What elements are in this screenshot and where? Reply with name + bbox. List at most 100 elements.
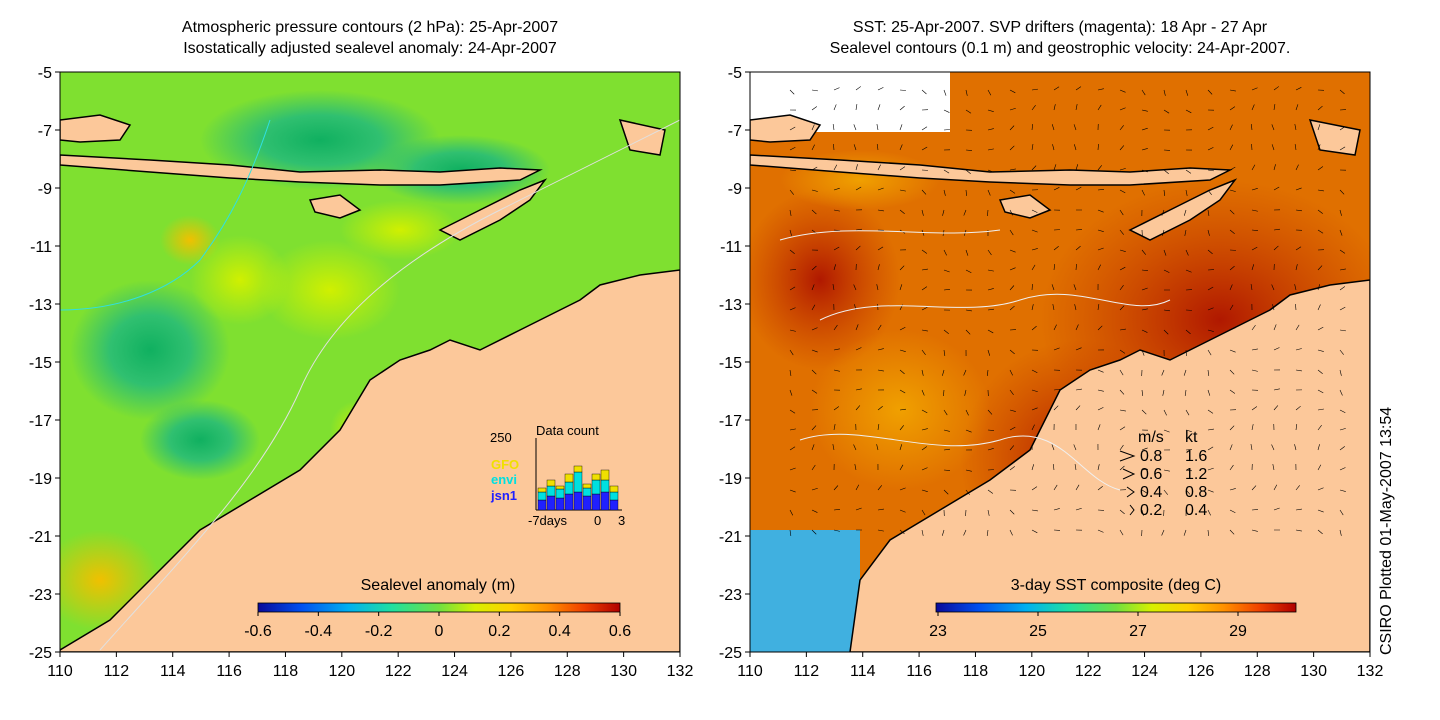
count-bar <box>537 491 547 501</box>
y-tick-label: -19 <box>29 471 52 488</box>
count-bar <box>573 471 583 493</box>
colorbar-tick-label: 29 <box>1229 623 1247 640</box>
x-tick-label: 124 <box>441 663 468 680</box>
x-tick-label: 128 <box>554 663 581 680</box>
colorbar-tick-label: 0.6 <box>609 623 631 640</box>
count-bar <box>609 499 619 511</box>
velocity-legend-arrow <box>1126 486 1135 498</box>
y-tick-label: -5 <box>728 65 742 82</box>
colorbar-tick-label: -0.2 <box>365 623 393 640</box>
y-tick-label: -15 <box>29 355 52 372</box>
colorbar-tick-label: 0 <box>435 623 444 640</box>
y-tick-label: -15 <box>719 355 742 372</box>
right-title-line1: SST: 25-Apr-2007. SVP drifters (magenta)… <box>852 19 1268 36</box>
y-tick-label: -21 <box>719 529 742 546</box>
y-tick-label: -7 <box>728 123 742 140</box>
island-chain <box>60 154 543 186</box>
velocity-legend-ms: 0.6 <box>1140 466 1162 483</box>
velocity-legend-ms: 0.4 <box>1140 484 1162 501</box>
x-tick-label: 120 <box>328 663 355 680</box>
x-tick-label: 112 <box>104 663 130 680</box>
sla-colorbar <box>257 602 621 613</box>
velocity-legend-kt: 1.2 <box>1185 466 1207 483</box>
island <box>60 114 132 143</box>
velocity-legend-arrow <box>1129 504 1135 516</box>
colorbar-tick-label: -0.6 <box>244 623 272 640</box>
x-tick-label: 126 <box>498 663 525 680</box>
count-bar <box>591 479 601 495</box>
count-bar <box>555 497 565 511</box>
inset-x-label-zero: 0 <box>594 513 601 528</box>
y-tick-label: -9 <box>38 181 52 198</box>
colorbar-tick-label: 23 <box>929 623 947 640</box>
legend-gfo: GFO <box>491 457 519 472</box>
right-map: 110 112 114 116 118 120 122 124 126 128 130 132 -5-… <box>719 65 1395 680</box>
x-tick-label: 112 <box>794 663 820 680</box>
right-title-line2: Sealevel contours (0.1 m) and geostrophi… <box>829 40 1291 57</box>
velocity-legend-kt: 0.4 <box>1185 502 1207 519</box>
australia-land <box>60 269 680 652</box>
right-x-ticks: 110 112 114 116 118 120 122 124 126 128 130 132 <box>737 652 1383 680</box>
count-bar <box>555 485 565 490</box>
x-tick-label: 118 <box>963 663 989 680</box>
legend-envi: envi <box>491 472 517 487</box>
count-bar <box>573 491 583 511</box>
colorbar-tick-label: -0.4 <box>305 623 333 640</box>
y-tick-label: -13 <box>29 297 52 314</box>
right-title: SST: 25-Apr-2007. SVP drifters (magenta)… <box>740 17 1380 59</box>
sumba-island <box>308 194 362 219</box>
left-title-line2: Isostatically adjusted sealevel anomaly:… <box>183 40 557 57</box>
count-bar <box>537 487 547 493</box>
left-y-ticks: -5 -7 -9 -11 -13 -15 -17 -19 -21 -23 -25 <box>29 65 60 662</box>
count-bar <box>600 491 610 511</box>
count-bar <box>582 483 592 489</box>
colorbar-tick-label: 25 <box>1029 623 1047 640</box>
x-tick-label: 132 <box>1357 663 1384 680</box>
y-tick-label: -9 <box>728 181 742 198</box>
left-title: Atmospheric pressure contours (2 hPa): 2… <box>60 17 680 59</box>
data-count-title: Data count <box>536 423 599 438</box>
sla-colorbar-title: Sealevel anomaly (m) <box>361 577 516 594</box>
y-tick-label: -17 <box>719 413 742 430</box>
inset-x-label-end: 3 <box>618 513 625 528</box>
colorbar-tick-label: 0.2 <box>488 623 510 640</box>
count-bar <box>609 491 619 501</box>
count-bar <box>573 465 583 473</box>
sla-low-blob <box>70 280 230 420</box>
x-tick-label: 110 <box>47 663 73 680</box>
pressure-contour <box>60 119 271 311</box>
y-tick-label: -25 <box>719 645 742 662</box>
velocity-legend-ms: 0.8 <box>1140 448 1162 465</box>
geostrophic-velocity-arrows <box>789 86 1347 537</box>
timor-island <box>438 178 548 241</box>
y-tick-label: -17 <box>29 413 52 430</box>
x-tick-label: 132 <box>667 663 694 680</box>
sst-colorbar-ticks: 23 25 27 29 <box>929 612 1247 640</box>
x-tick-label: 126 <box>1188 663 1215 680</box>
x-tick-label: 120 <box>1018 663 1045 680</box>
left-title-line1: Atmospheric pressure contours (2 hPa): 2… <box>181 19 559 36</box>
colorbar-tick-label: 27 <box>1129 623 1147 640</box>
y-tick-label: -5 <box>38 65 52 82</box>
count-bar <box>537 499 547 511</box>
y-tick-label: -19 <box>719 471 742 488</box>
colorbar-tick-label: 0.4 <box>549 623 571 640</box>
count-bar <box>564 493 574 511</box>
y-tick-label: -23 <box>29 587 52 604</box>
x-tick-label: 114 <box>160 663 186 680</box>
x-tick-label: 114 <box>850 663 876 680</box>
y-tick-label: -21 <box>29 529 52 546</box>
sst-colorbar <box>935 602 1297 613</box>
y-tick-label: -11 <box>30 239 52 256</box>
x-tick-label: 128 <box>1244 663 1271 680</box>
velocity-legend-arrow <box>1119 450 1136 462</box>
count-bar <box>564 473 574 483</box>
inset-x-label-start: -7days <box>528 513 568 528</box>
count-bar <box>546 495 556 511</box>
y-tick-label: -25 <box>29 645 52 662</box>
plot-credit: CSIRO Plotted 01-May-2007 13:54 <box>1378 407 1395 655</box>
y-tick-label: -13 <box>719 297 742 314</box>
count-bar <box>546 479 556 487</box>
count-bar <box>591 473 601 481</box>
